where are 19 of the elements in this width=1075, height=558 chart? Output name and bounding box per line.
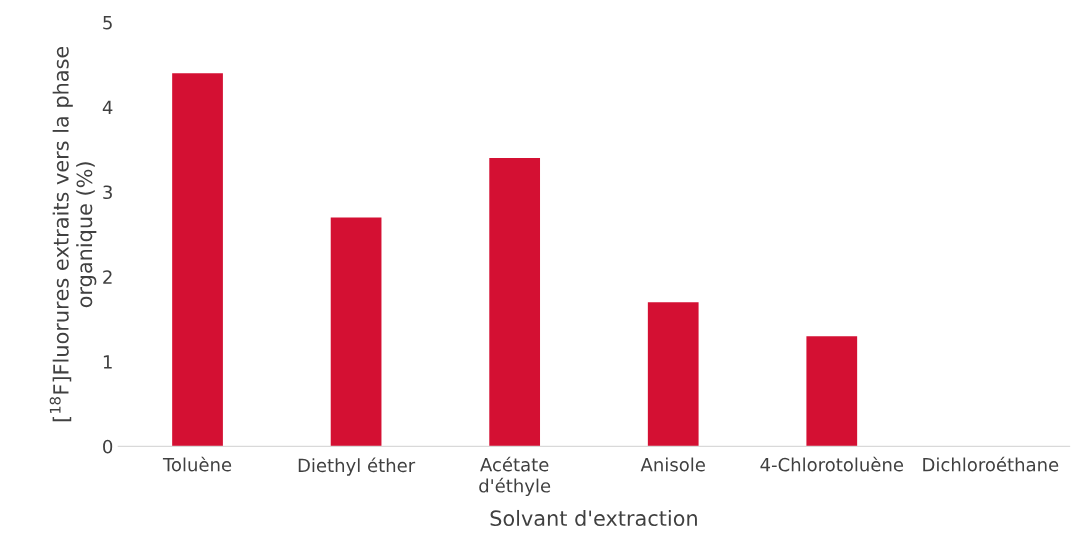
x-tick-label: Anisole (640, 457, 705, 472)
x-axis-title: Solvant d'extraction (490, 509, 697, 527)
bar (647, 302, 699, 447)
bar (806, 336, 858, 447)
bar (172, 73, 223, 447)
x-tick-label: Dichloroéthane (923, 456, 1059, 472)
y-tick-label: 5 (103, 16, 112, 30)
y-tick-label: 0 (103, 439, 113, 454)
x-tick-label: 4-Chlorotoluène (760, 456, 904, 472)
y-tick-label: 4 (102, 100, 113, 114)
x-tick-label: Toluène (162, 456, 232, 472)
y-tick-label: 1 (103, 355, 112, 369)
y-tick-label: 2 (103, 270, 112, 284)
y-tick-label: 3 (103, 185, 112, 200)
y-axis-title: [$^{18}$F]Fluorures extraits vers la phase organique (%) (49, 46, 97, 422)
bar (330, 217, 382, 447)
x-tick-label: Diethyl éther (298, 457, 416, 476)
bar (489, 158, 541, 447)
x-tick-label: Acétate d'éthyle (479, 456, 551, 497)
